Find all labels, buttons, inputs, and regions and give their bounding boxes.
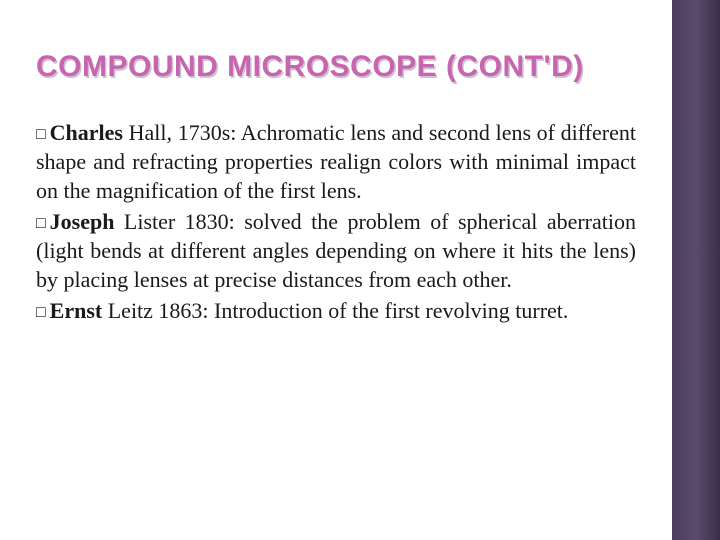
slide-content: COMPOUND MICROSCOPE (CONT'D) COMPOUND MI… — [0, 0, 672, 540]
title-text: COMPOUND MICROSCOPE (CONT'D) — [36, 50, 584, 83]
bullet-text: Lister 1830: solved the problem of spher… — [36, 209, 636, 292]
bullet-list: □Charles Hall, 1730s: Achromatic lens an… — [36, 118, 636, 325]
bullet-text: Leitz 1863: Introduction of the first re… — [102, 298, 568, 323]
bullet-icon: □ — [36, 124, 46, 145]
slide-title: COMPOUND MICROSCOPE (CONT'D) COMPOUND MI… — [36, 50, 636, 84]
bullet-lead: Joseph — [50, 209, 115, 234]
list-item: □Ernst Leitz 1863: Introduction of the f… — [36, 296, 636, 325]
bullet-icon: □ — [36, 302, 46, 323]
bullet-text: Hall, 1730s: Achromatic lens and second … — [36, 120, 636, 203]
bullet-lead: Ernst — [50, 298, 103, 323]
side-accent-bar — [672, 0, 720, 540]
bullet-lead: Charles — [50, 120, 123, 145]
list-item: □Joseph Lister 1830: solved the problem … — [36, 207, 636, 294]
list-item: □Charles Hall, 1730s: Achromatic lens an… — [36, 118, 636, 205]
bullet-icon: □ — [36, 213, 46, 234]
